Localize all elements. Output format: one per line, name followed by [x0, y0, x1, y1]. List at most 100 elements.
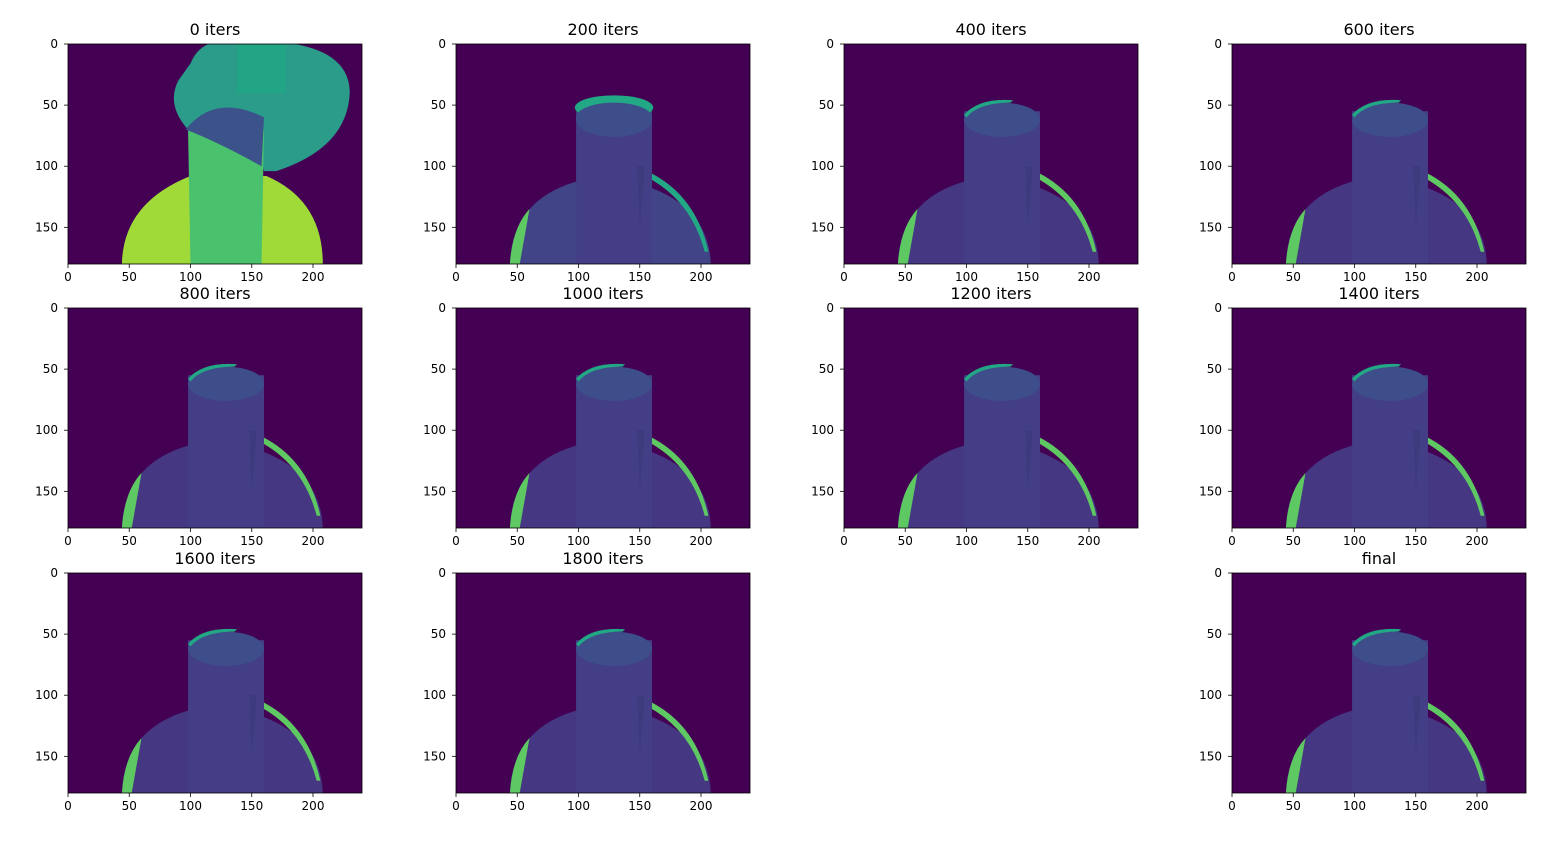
cylinder-top — [964, 366, 1040, 401]
x-tick-label: 0 — [1228, 534, 1236, 548]
y-tick-label: 50 — [819, 362, 834, 376]
y-tick-label: 100 — [1199, 423, 1222, 437]
y-tick-label: 150 — [1199, 749, 1222, 763]
cylinder-seam — [637, 166, 645, 228]
heatmap-image — [456, 44, 750, 264]
axes-frame — [1231, 307, 1527, 529]
cylinder-rim — [576, 628, 626, 647]
base-left-edge — [1285, 472, 1306, 528]
y-tick-label: 0 — [50, 301, 58, 315]
x-tick-label: 50 — [1286, 534, 1301, 548]
x-tick-label: 100 — [955, 534, 978, 548]
x-tick-label: 100 — [567, 799, 590, 813]
cylinder-seam — [1025, 166, 1033, 228]
x-tick-label: 100 — [179, 270, 202, 284]
base-right-edge — [1035, 436, 1097, 516]
cylinder-top — [1352, 102, 1428, 137]
y-tick-label: 150 — [1199, 484, 1222, 498]
base-left-edge — [1285, 208, 1306, 264]
y-tick-label: 0 — [1214, 566, 1222, 580]
heatmap-image — [1232, 573, 1526, 793]
cylinder-seam — [1413, 166, 1421, 228]
x-tick-label: 150 — [240, 799, 263, 813]
y-tick-label: 0 — [438, 566, 446, 580]
axes-frame — [67, 572, 363, 794]
base-left-edge — [509, 737, 530, 793]
base-right-edge — [1423, 172, 1485, 252]
x-tick-label: 150 — [628, 534, 651, 548]
x-tick-label: 200 — [690, 534, 713, 548]
x-tick-label: 0 — [452, 799, 460, 813]
axes-frame — [1231, 43, 1527, 265]
subplot-title: final — [1362, 549, 1396, 568]
subplot-title: 1000 iters — [562, 284, 643, 303]
x-tick-label: 200 — [302, 270, 325, 284]
x-tick-label: 50 — [122, 799, 137, 813]
axes-frame — [455, 307, 751, 529]
base-right-edge — [259, 436, 321, 516]
y-tick-label: 150 — [35, 220, 58, 234]
subplot-title: 1600 iters — [174, 549, 255, 568]
base-left-edge — [509, 472, 530, 528]
y-tick-label: 50 — [431, 627, 446, 641]
x-tick-label: 0 — [452, 270, 460, 284]
x-tick-label: 200 — [1078, 534, 1101, 548]
x-tick-label: 0 — [1228, 799, 1236, 813]
base-left-edge — [897, 472, 918, 528]
x-tick-label: 100 — [1343, 534, 1366, 548]
cylinder-top — [188, 631, 264, 666]
subplot-0: 0 iters 0 50 100 150 200 0 50 100 150 — [35, 20, 363, 284]
heatmap-image — [68, 44, 362, 264]
subplot-6: 1200 iters 0 50 100 150 200 0 50 100 150 — [811, 284, 1139, 548]
x-tick-label: 150 — [628, 270, 651, 284]
cylinder-seam — [637, 430, 645, 492]
x-tick-label: 150 — [1016, 534, 1039, 548]
y-tick-label: 100 — [423, 159, 446, 173]
heatmap-image — [68, 573, 362, 793]
y-tick-label: 0 — [1214, 301, 1222, 315]
y-tick-label: 150 — [423, 484, 446, 498]
subplot-8: 1600 iters 0 50 100 150 200 0 50 100 150 — [35, 549, 363, 813]
x-tick-label: 50 — [510, 270, 525, 284]
cylinder-rim — [964, 363, 1014, 382]
cylinder-seam — [249, 430, 257, 492]
cylinder-seam — [1413, 430, 1421, 492]
subplot-title: 800 iters — [179, 284, 250, 303]
y-tick-label: 50 — [819, 98, 834, 112]
base-left-edge — [1285, 737, 1306, 793]
cylinder-top — [964, 102, 1040, 137]
cylinder-top — [1352, 631, 1428, 666]
subplot-1: 200 iters 0 50 100 150 200 0 50 100 150 — [423, 20, 751, 284]
x-tick-label: 200 — [1466, 270, 1489, 284]
heatmap-image — [456, 308, 750, 528]
base-left-edge — [121, 472, 142, 528]
subplot-title: 1200 iters — [950, 284, 1031, 303]
y-tick-label: 100 — [811, 423, 834, 437]
x-tick-label: 50 — [510, 799, 525, 813]
subplot-10: final 0 50 100 150 200 0 50 100 150 — [1199, 549, 1527, 813]
x-tick-label: 100 — [567, 270, 590, 284]
y-tick-label: 50 — [431, 98, 446, 112]
x-tick-label: 200 — [1466, 799, 1489, 813]
base-right-edge — [1423, 436, 1485, 516]
cylinder-rim — [188, 628, 238, 647]
x-tick-label: 100 — [567, 534, 590, 548]
x-tick-label: 200 — [302, 799, 325, 813]
cylinder-rim — [576, 363, 626, 382]
base-right-edge — [647, 172, 709, 252]
axes-frame — [67, 307, 363, 529]
x-tick-label: 150 — [1404, 534, 1427, 548]
base-right-edge — [1035, 172, 1097, 252]
x-tick-label: 50 — [122, 270, 137, 284]
cylinder-top — [188, 366, 264, 401]
subplot-title: 1800 iters — [562, 549, 643, 568]
base-right-edge — [647, 701, 709, 781]
subplot-7: 1400 iters 0 50 100 150 200 0 50 100 150 — [1199, 284, 1527, 548]
field-cylinder — [188, 129, 265, 264]
axes-frame — [1231, 572, 1527, 794]
subplot-title: 400 iters — [955, 20, 1026, 39]
x-tick-label: 0 — [840, 270, 848, 284]
y-tick-label: 50 — [431, 362, 446, 376]
field-upper-column — [237, 44, 287, 93]
